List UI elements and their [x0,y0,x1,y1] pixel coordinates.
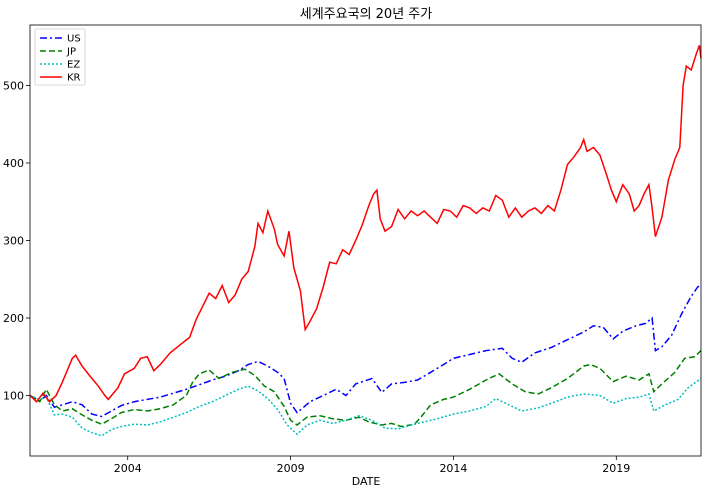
legend-label-jp: JP [66,47,76,58]
series-line-us [29,284,702,418]
series-line-kr [29,44,702,403]
y-tick-label: 500 [3,79,24,92]
legend-label-kr: KR [67,73,81,84]
legend: US JP EZ KR [34,28,86,86]
y-tick-label: 300 [3,235,24,248]
y-tick-label: 200 [3,312,24,325]
y-axis: 100 200 300 400 500 [3,79,30,403]
chart-title: 세계주요국의 20년 주가 [300,7,432,22]
plot-frame [29,24,702,457]
series-line-ez [29,377,702,437]
y-tick-label: 100 [3,390,24,403]
y-tick-label: 400 [3,157,24,170]
x-axis: 2004 2009 2014 2019 [114,456,630,475]
series-layer [29,44,702,437]
legend-box [34,28,86,86]
x-tick-label: 2014 [439,462,467,475]
x-tick-label: 2004 [114,462,142,475]
x-tick-label: 2019 [602,462,630,475]
series-line-jp [29,350,702,428]
x-tick-label: 2009 [277,462,305,475]
legend-label-us: US [67,34,81,45]
legend-label-ez: EZ [67,60,80,71]
x-axis-label: DATE [352,475,381,488]
